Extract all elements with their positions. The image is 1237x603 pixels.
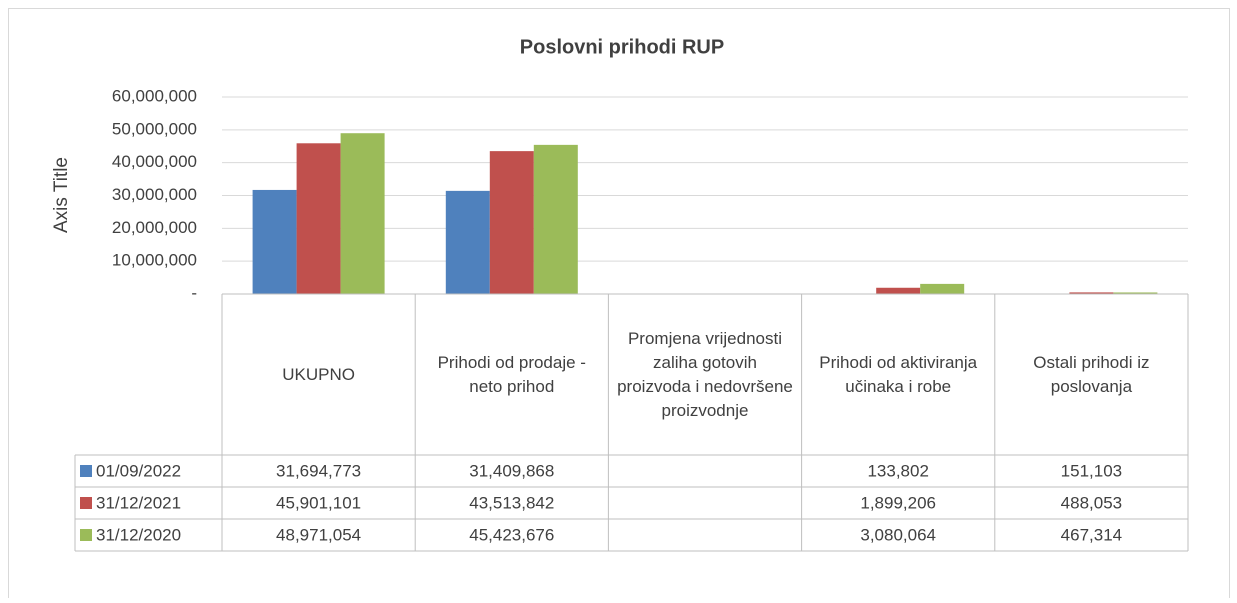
legend-swatch bbox=[80, 497, 92, 509]
table-value: 45,901,101 bbox=[276, 493, 361, 512]
y-tick-label: - bbox=[191, 283, 197, 302]
table-value: 48,971,054 bbox=[276, 525, 361, 544]
table-value: 488,053 bbox=[1061, 493, 1122, 512]
x-tick-label: Prihodi od prodaje - neto prihod bbox=[415, 294, 608, 455]
legend-swatch bbox=[80, 465, 92, 477]
y-tick-label: 40,000,000 bbox=[112, 152, 197, 171]
table-value: 151,103 bbox=[1061, 461, 1122, 480]
legend-swatch bbox=[80, 529, 92, 541]
y-tick-label: 30,000,000 bbox=[112, 185, 197, 204]
category-cell: Ostali prihodi iz poslovanja bbox=[995, 294, 1188, 455]
bar bbox=[490, 151, 534, 294]
x-tick-label: UKUPNO bbox=[222, 294, 415, 455]
bar bbox=[534, 145, 578, 294]
x-tick-label: Prihodi od aktiviranja učinaka i robe bbox=[802, 294, 995, 455]
table-value: 45,423,676 bbox=[469, 525, 554, 544]
category-cell: UKUPNO bbox=[222, 294, 415, 455]
bar bbox=[297, 143, 341, 294]
y-tick-label: 60,000,000 bbox=[112, 86, 197, 105]
legend-label: 31/12/2020 bbox=[96, 525, 181, 544]
table-value: 3,080,064 bbox=[860, 525, 936, 544]
y-axis-title: Axis Title bbox=[51, 157, 72, 233]
bar bbox=[341, 133, 385, 294]
category-cell: Prihodi od aktiviranja učinaka i robe bbox=[802, 294, 995, 455]
category-cell: Promjena vrijednosti zaliha gotovih proi… bbox=[608, 294, 801, 455]
category-cell: Prihodi od prodaje - neto prihod bbox=[415, 294, 608, 455]
legend-label: 31/12/2021 bbox=[96, 493, 181, 512]
y-tick-label: 20,000,000 bbox=[112, 218, 197, 237]
bar bbox=[920, 284, 964, 294]
table-value: 43,513,842 bbox=[469, 493, 554, 512]
table-value: 31,694,773 bbox=[276, 461, 361, 480]
legend-label: 01/09/2022 bbox=[96, 461, 181, 480]
chart-title: Poslovni prihodi RUP bbox=[520, 36, 724, 58]
y-tick-label: 10,000,000 bbox=[112, 251, 197, 270]
x-tick-label: Ostali prihodi iz poslovanja bbox=[995, 294, 1188, 455]
bar bbox=[446, 191, 490, 294]
y-tick-label: 50,000,000 bbox=[112, 119, 197, 138]
table-value: 467,314 bbox=[1061, 525, 1122, 544]
bar bbox=[253, 190, 297, 294]
table-value: 133,802 bbox=[867, 461, 928, 480]
table-value: 31,409,868 bbox=[469, 461, 554, 480]
x-tick-label: Promjena vrijednosti zaliha gotovih proi… bbox=[608, 294, 801, 455]
table-value: 1,899,206 bbox=[860, 493, 936, 512]
